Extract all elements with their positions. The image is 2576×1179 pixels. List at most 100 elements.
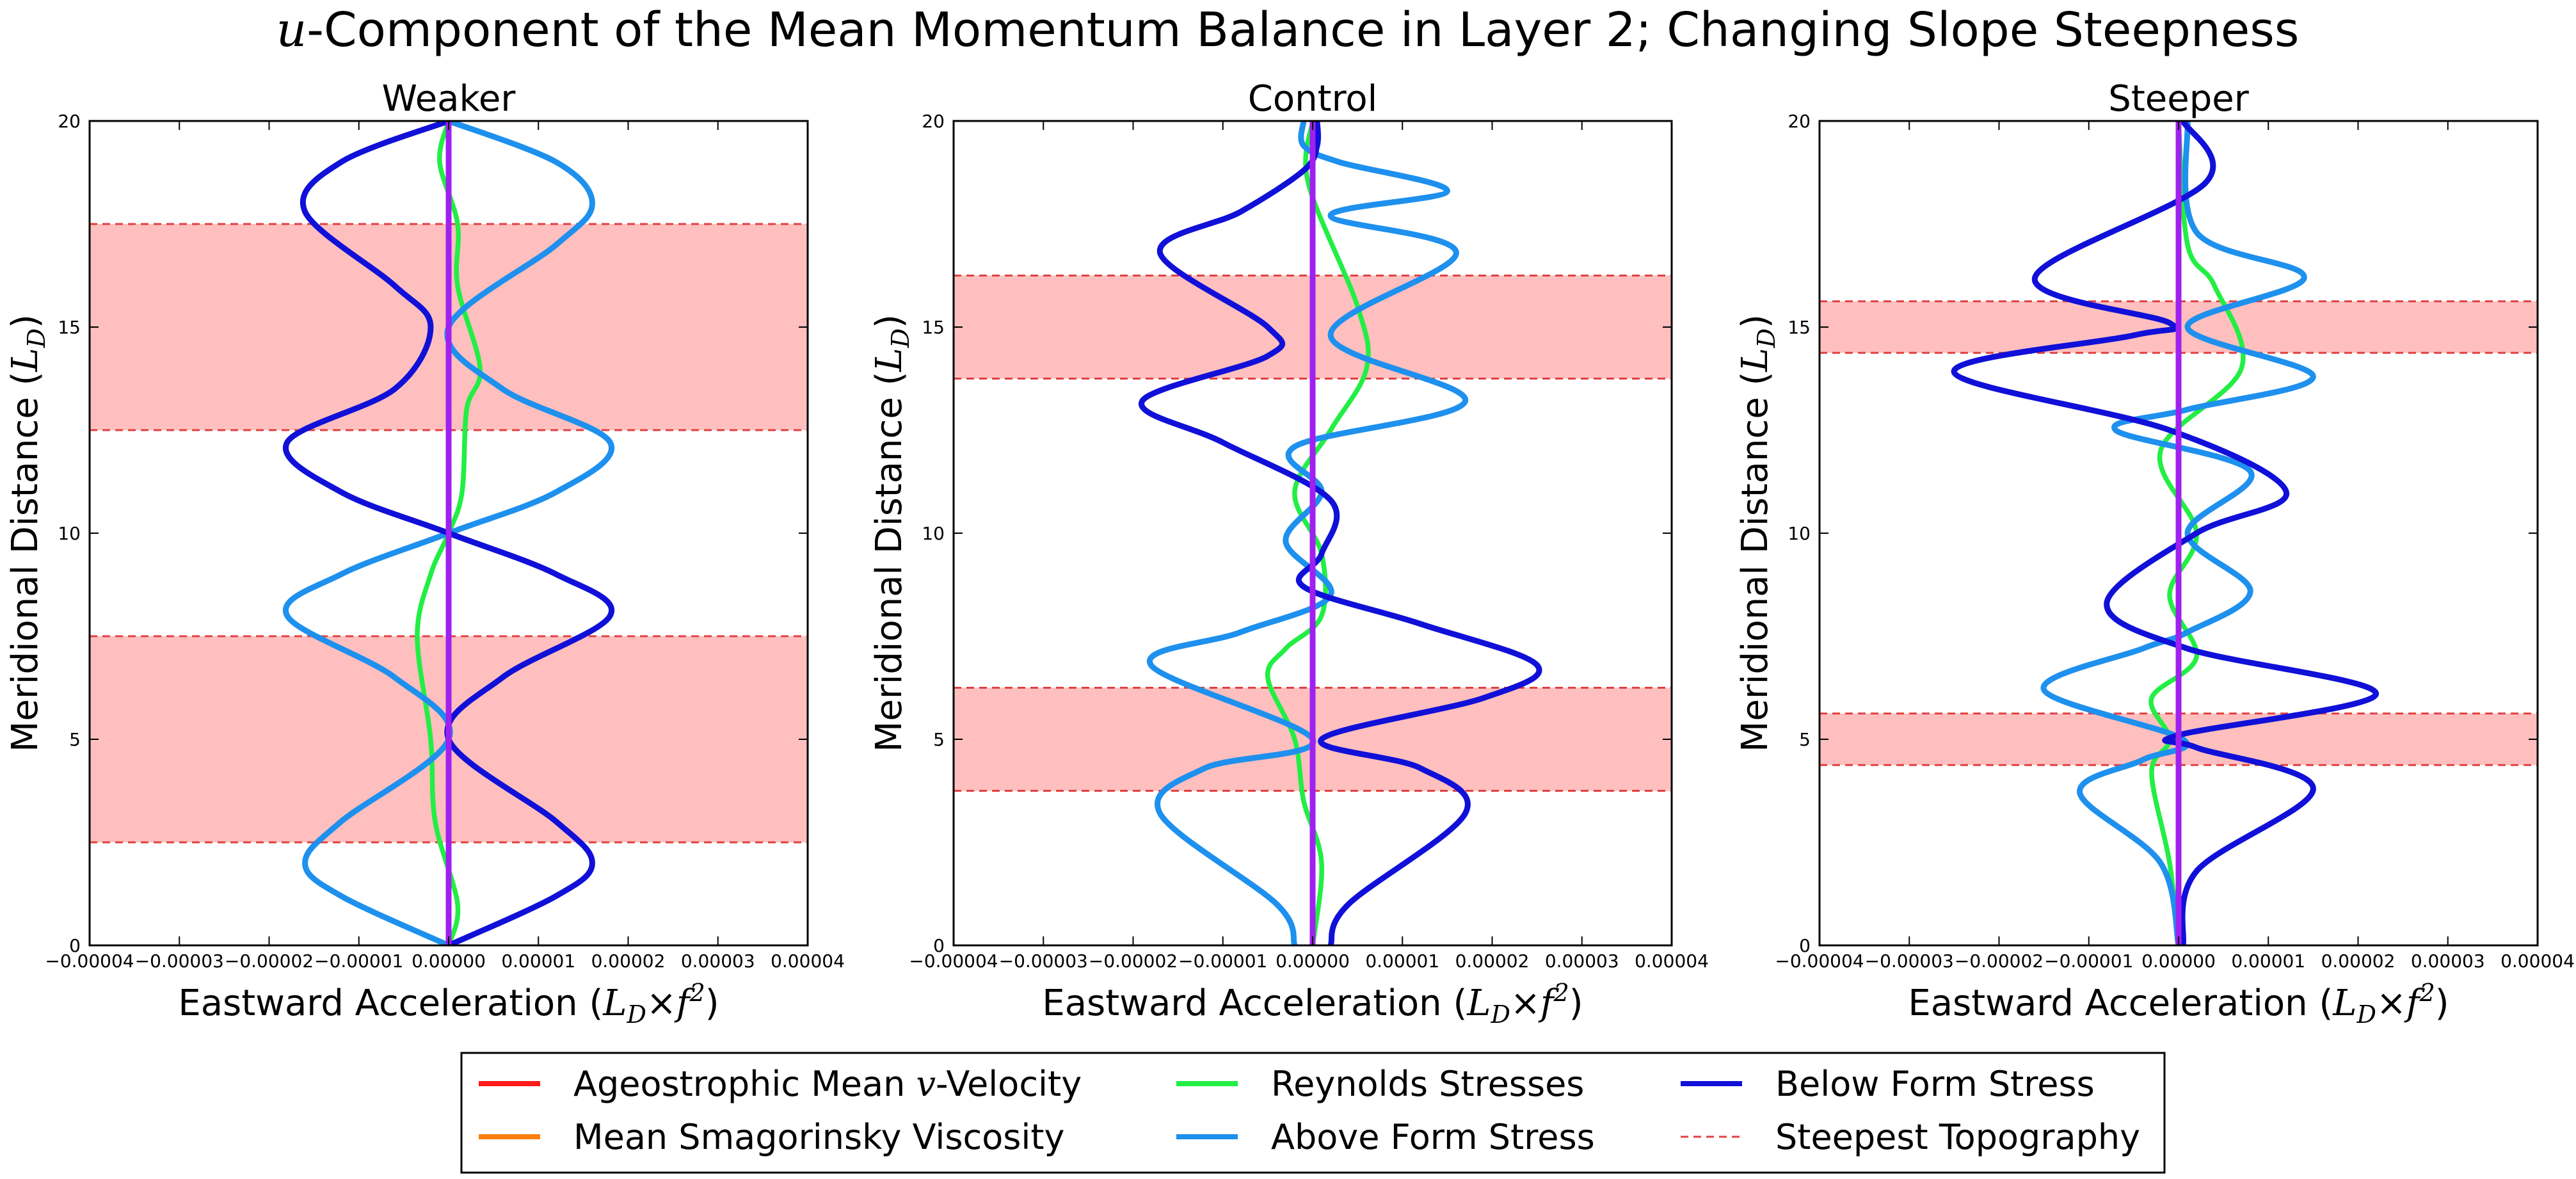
panel-title: Weaker xyxy=(382,78,516,120)
panel-title: Control xyxy=(1248,78,1377,120)
x-tick-label: −0.00001 xyxy=(2044,950,2133,972)
x-tick-label: 0.00001 xyxy=(2231,950,2305,972)
x-tick-label: 0.00004 xyxy=(1635,950,1709,972)
series-lines xyxy=(1951,121,2380,945)
y-axis-label-close: ) xyxy=(4,314,46,328)
series-lines xyxy=(283,121,614,945)
series-line-below-form-stress xyxy=(1951,121,2380,945)
y-axis-label-close: ) xyxy=(868,314,910,328)
y-tick-label: 0 xyxy=(69,935,81,956)
x-axis-label-sup: 2 xyxy=(1553,979,1569,1007)
figure-title-math: u xyxy=(276,3,307,58)
x-axis-label: Eastward Acceleration (LD×f2) xyxy=(1908,979,2449,1029)
y-tick-label: 20 xyxy=(1788,111,1811,132)
series-line-above-form-stress xyxy=(1147,121,1468,945)
x-tick-label: −0.00001 xyxy=(314,950,403,972)
y-tick-label: 0 xyxy=(933,935,945,956)
x-axis-label-math: L xyxy=(602,982,627,1024)
series-line-reynolds-stresses xyxy=(415,121,483,945)
legend-frame xyxy=(460,1052,2166,1174)
series-line-above-form-stress xyxy=(2040,121,2316,945)
x-axis-label-sub: D xyxy=(626,1000,646,1029)
x-axis-label-close: ) xyxy=(1569,982,1583,1024)
legend-label-ageo: Ageostrophic Mean v-Velocity xyxy=(573,1064,1082,1104)
x-axis-label-times: × xyxy=(1510,982,1540,1024)
x-axis-label-times: × xyxy=(2376,982,2406,1024)
legend-label-tail: -Velocity xyxy=(936,1064,1082,1104)
x-axis-label-close: ) xyxy=(2435,982,2449,1024)
x-tick-label: −0.00004 xyxy=(45,950,134,972)
legend-label-text: Mean Smagorinsky Viscosity xyxy=(573,1117,1065,1157)
x-tick-label: 0.00003 xyxy=(1545,950,1619,972)
x-axis-label-text: Eastward Acceleration ( xyxy=(1042,982,1467,1024)
legend-label-smag: Mean Smagorinsky Viscosity xyxy=(573,1117,1065,1157)
y-axis-label-close: ) xyxy=(1734,314,1776,328)
x-tick-label: −0.00002 xyxy=(225,950,314,972)
legend-label-text: Above Form Stress xyxy=(1271,1117,1595,1157)
legend-label-reynolds: Reynolds Stresses xyxy=(1271,1064,1584,1104)
y-tick-label: 20 xyxy=(922,111,945,132)
x-axis-label: Eastward Acceleration (LD×f2) xyxy=(1042,979,1583,1029)
y-tick-label: 10 xyxy=(58,523,81,544)
x-tick-label: 0.00004 xyxy=(2500,950,2575,972)
x-tick-label: −0.00003 xyxy=(999,950,1088,972)
x-tick-label: −0.00003 xyxy=(1865,950,1954,972)
x-tick-label: 0.00000 xyxy=(2141,950,2216,972)
legend-label-topo_line: Steepest Topography xyxy=(1775,1117,2140,1157)
x-tick-label: −0.00003 xyxy=(135,950,224,972)
x-axis-label-close: ) xyxy=(705,982,719,1024)
x-tick-label: −0.00002 xyxy=(1955,950,2044,972)
y-axis-label: Meridional Distance (LD) xyxy=(868,314,915,752)
y-axis-label-math: L xyxy=(1734,348,1776,372)
x-tick-label: 0.00000 xyxy=(412,950,486,972)
chart-panel-1: −0.00004 −0.00003 −0.00002 −0.00001 0.00000 0… xyxy=(868,78,1709,1029)
x-tick-label: 0.00004 xyxy=(771,950,845,972)
x-tick-label: −0.00001 xyxy=(1178,950,1267,972)
y-axis-label: Meridional Distance (LD) xyxy=(4,314,51,752)
x-axis-label-math: L xyxy=(1466,982,1491,1024)
y-axis-label-math: L xyxy=(868,348,910,372)
y-axis-label-text: Meridional Distance ( xyxy=(868,372,910,752)
y-tick-label: 5 xyxy=(69,729,81,750)
x-axis-label-sub: D xyxy=(2356,1000,2376,1029)
y-tick-label: 10 xyxy=(1788,523,1811,544)
legend: Ageostrophic Mean v-Velocity Mean Smagori… xyxy=(460,1052,2166,1174)
y-axis-label: Meridional Distance (LD) xyxy=(1734,314,1780,752)
x-tick-label: 0.00001 xyxy=(1365,950,1439,972)
x-axis-label-sub: D xyxy=(1490,1000,1510,1029)
legend-label-text: Ageostrophic Mean xyxy=(573,1064,916,1104)
series-lines xyxy=(1139,121,1542,945)
x-axis-label-text: Eastward Acceleration ( xyxy=(1908,982,2333,1024)
y-axis-label-sub: D xyxy=(886,328,915,348)
y-axis-label-text: Meridional Distance ( xyxy=(1734,372,1776,752)
legend-label-text: Reynolds Stresses xyxy=(1271,1064,1584,1104)
x-axis-label-times: × xyxy=(646,982,676,1024)
x-tick-label: −0.00004 xyxy=(1775,950,1864,972)
y-tick-label: 5 xyxy=(1799,729,1811,750)
panels: −0.00004 −0.00003 −0.00002 −0.00001 0.00000 0… xyxy=(4,78,2575,1029)
x-axis-label-sup: 2 xyxy=(689,979,705,1007)
x-tick-label: 0.00001 xyxy=(501,950,575,972)
y-axis-label-text: Meridional Distance ( xyxy=(4,372,46,752)
x-tick-label: −0.00002 xyxy=(1089,950,1178,972)
x-axis-label: Eastward Acceleration (LD×f2) xyxy=(178,979,719,1029)
y-tick-label: 10 xyxy=(922,523,945,544)
x-axis-label-text: Eastward Acceleration ( xyxy=(178,982,603,1024)
x-axis-label-sup: 2 xyxy=(2419,979,2435,1007)
series-line-reynolds-stresses xyxy=(1265,121,1371,945)
x-axis-label-math: L xyxy=(2332,982,2356,1024)
legend-label-below: Below Form Stress xyxy=(1775,1064,2095,1104)
y-axis-label-sub: D xyxy=(22,328,51,348)
x-tick-label: −0.00004 xyxy=(909,950,998,972)
chart-panel-0: −0.00004 −0.00003 −0.00002 −0.00001 0.00000 0… xyxy=(4,78,845,1029)
figure-title-text: -Component of the Mean Momentum Balance … xyxy=(307,3,2299,58)
legend-label-text: Below Form Stress xyxy=(1775,1064,2095,1104)
y-axis-label-math: L xyxy=(4,348,46,372)
x-tick-label: 0.00003 xyxy=(681,950,755,972)
y-tick-label: 20 xyxy=(58,111,81,132)
x-tick-label: 0.00003 xyxy=(2411,950,2485,972)
panel-title: Steeper xyxy=(2108,78,2249,120)
x-tick-label: 0.00000 xyxy=(1276,950,1350,972)
x-tick-label: 0.00002 xyxy=(2321,950,2396,972)
